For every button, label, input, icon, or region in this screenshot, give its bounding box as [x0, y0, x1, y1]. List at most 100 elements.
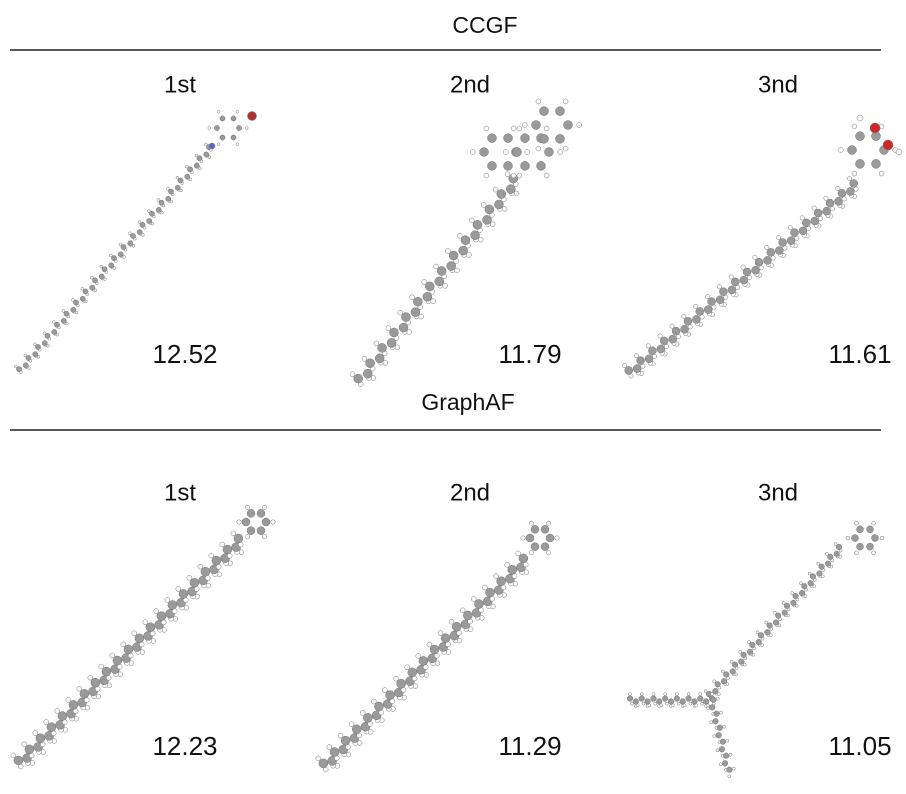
atom — [90, 275, 94, 280]
atom — [676, 701, 681, 706]
atom — [52, 320, 56, 324]
atom — [520, 535, 526, 541]
atom — [54, 708, 61, 714]
atom — [801, 583, 808, 590]
atom — [128, 231, 132, 235]
atom — [156, 198, 161, 202]
atom — [723, 671, 730, 678]
atom — [32, 730, 39, 736]
atom — [722, 724, 726, 729]
atom — [448, 250, 459, 261]
atom — [494, 199, 504, 210]
atom — [515, 550, 521, 557]
atom — [824, 560, 832, 567]
atom — [622, 363, 628, 368]
atom — [656, 698, 663, 705]
atom — [562, 98, 569, 105]
atom — [185, 164, 189, 169]
atom — [401, 312, 411, 322]
atom — [879, 535, 885, 541]
atom — [725, 738, 730, 743]
atom — [775, 612, 782, 619]
atom — [766, 622, 773, 629]
atom — [783, 602, 791, 609]
atom — [178, 589, 189, 599]
atom — [261, 517, 271, 527]
atom — [65, 697, 72, 703]
rank-label: 3nd — [758, 71, 798, 98]
atom — [703, 689, 708, 693]
atom — [318, 758, 329, 769]
atom — [147, 209, 151, 213]
atom — [73, 299, 79, 306]
atom — [729, 668, 736, 675]
atom — [496, 189, 507, 199]
atom — [823, 195, 829, 201]
atom — [764, 244, 770, 250]
atom — [712, 687, 719, 695]
atom — [673, 695, 680, 702]
atom — [513, 190, 520, 197]
atom — [846, 187, 855, 196]
atom — [712, 718, 719, 725]
score: 11.05 — [828, 731, 891, 761]
atom — [709, 720, 713, 725]
atom — [535, 98, 542, 105]
atom — [683, 317, 693, 326]
atom — [457, 233, 463, 239]
atom — [798, 226, 808, 236]
atom — [529, 550, 534, 556]
atom — [648, 346, 657, 356]
atom — [421, 279, 427, 285]
atom — [653, 701, 657, 706]
atom — [644, 354, 654, 364]
section-title: CCGF — [452, 12, 517, 38]
atom — [483, 125, 490, 132]
atom — [451, 622, 462, 632]
atom — [856, 542, 864, 551]
atom — [382, 359, 389, 366]
atom — [540, 525, 550, 534]
atom — [13, 755, 24, 766]
atom — [219, 134, 226, 141]
atom — [834, 197, 843, 206]
atom — [659, 336, 669, 346]
atom — [747, 640, 751, 644]
atom — [799, 581, 803, 586]
atom — [529, 520, 534, 526]
atom — [871, 534, 879, 542]
atom — [433, 263, 439, 270]
atom — [786, 236, 796, 245]
atom — [721, 669, 725, 674]
atom — [425, 281, 435, 292]
atom — [685, 695, 692, 702]
atom — [193, 162, 200, 169]
atom — [230, 115, 237, 122]
atom — [351, 724, 362, 735]
atom — [503, 161, 513, 171]
atom — [471, 596, 477, 602]
atom — [459, 607, 466, 614]
atom — [723, 752, 730, 759]
atom — [504, 171, 511, 177]
score: 11.29 — [498, 731, 561, 761]
atom — [501, 206, 508, 212]
atom — [507, 565, 518, 575]
atom — [809, 573, 817, 580]
atom — [692, 315, 701, 324]
atom — [394, 344, 401, 351]
atom — [798, 589, 806, 597]
atom — [518, 553, 529, 564]
atom — [530, 542, 540, 551]
atom — [82, 288, 89, 295]
atom — [165, 195, 172, 202]
atom — [563, 120, 573, 130]
atom — [489, 221, 496, 227]
atom — [46, 722, 57, 732]
atom — [855, 159, 865, 169]
atom — [418, 656, 429, 666]
atom — [626, 695, 634, 702]
atom — [854, 550, 859, 555]
atom — [847, 176, 853, 181]
